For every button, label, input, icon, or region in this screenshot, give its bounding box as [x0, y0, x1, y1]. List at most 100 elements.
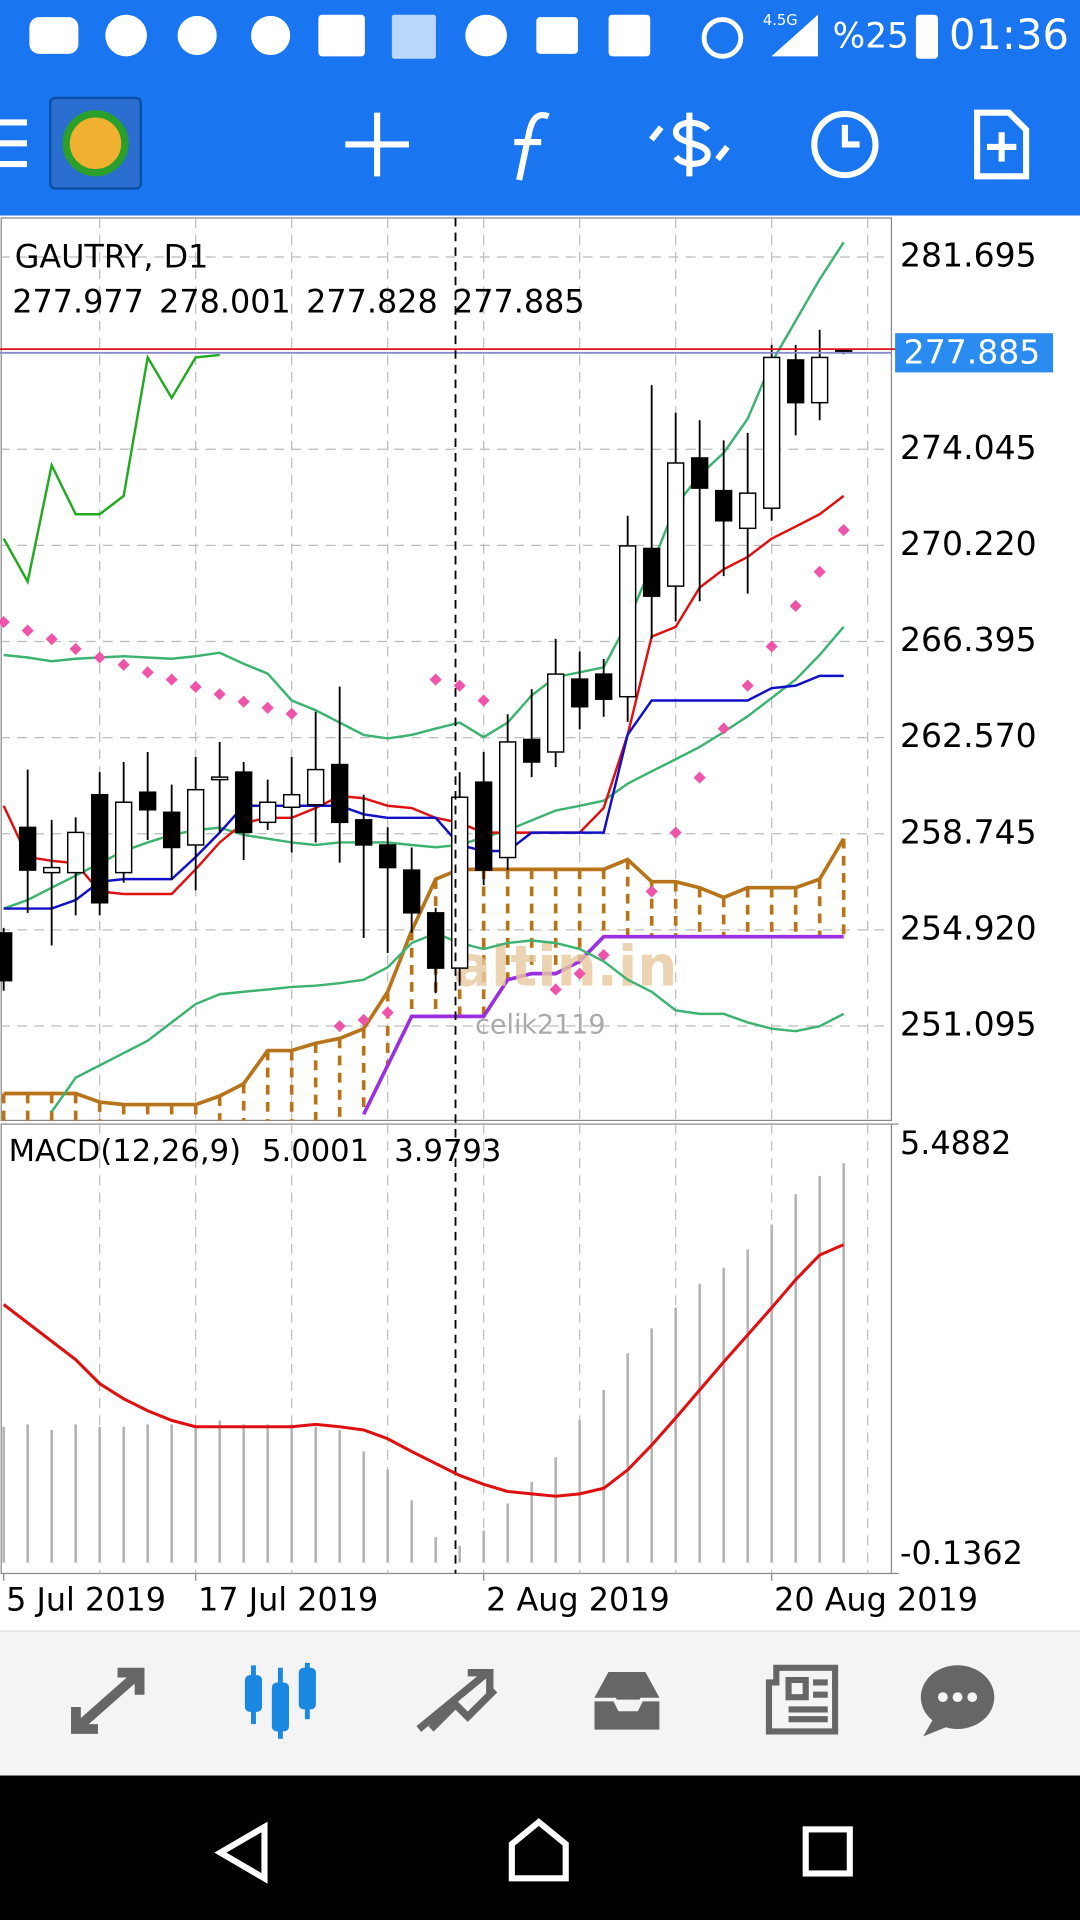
sar-dot	[189, 680, 202, 693]
watermark-user: celik2119	[475, 1010, 605, 1041]
back-button[interactable]	[214, 1821, 268, 1884]
indicator-line	[50, 931, 845, 1113]
candle-body	[138, 791, 157, 811]
sar-dot	[645, 885, 658, 898]
sar-dot	[117, 658, 130, 671]
candle-body	[570, 678, 589, 708]
new-order-button[interactable]	[974, 109, 1030, 180]
sar-dot	[213, 688, 226, 701]
sar-dot	[669, 826, 682, 839]
macd-tick-label: 5.4882	[900, 1124, 1011, 1162]
tab-bar	[0, 1631, 1080, 1776]
candle-body	[474, 781, 493, 871]
candle-body	[354, 819, 373, 846]
nav-buttons	[214, 1818, 853, 1884]
price-pane	[0, 217, 893, 1122]
y-tick-label: 274.045	[900, 428, 1037, 467]
candle-body	[18, 826, 37, 871]
chat-tab[interactable]	[920, 1665, 995, 1737]
menu[interactable]	[0, 119, 27, 168]
chart: 281.695 274.045 270.220 266.395 262.570 258.7…	[0, 217, 1054, 1619]
sar-dot	[477, 694, 490, 707]
x-tick-label: 5 Jul 2019	[6, 1581, 166, 1619]
trade-tab[interactable]	[416, 1668, 498, 1732]
macd-pane	[0, 1123, 893, 1575]
y-tick-label: 266.395	[900, 620, 1037, 659]
x-tick-label: 2 Aug 2019	[486, 1581, 670, 1619]
candle-body	[498, 741, 517, 859]
sar-dot	[381, 1006, 394, 1019]
candle-body	[258, 801, 277, 824]
candle-body	[282, 793, 301, 809]
indicator-line	[2, 494, 845, 896]
sar-dot	[237, 695, 250, 708]
sar-dot	[285, 707, 298, 720]
sar-dot	[693, 771, 706, 784]
sar-dot	[813, 565, 826, 578]
candle-body	[546, 673, 565, 753]
candle-body	[690, 457, 709, 489]
chart-tab[interactable]	[244, 1662, 316, 1739]
candle-body	[594, 673, 613, 700]
y-tick-label: 262.570	[900, 716, 1037, 755]
indicator-line	[2, 353, 220, 586]
clock: 01:36	[949, 10, 1069, 59]
period-button[interactable]	[811, 110, 879, 179]
sar-dot	[261, 701, 274, 714]
cloud-span-a	[3, 837, 846, 1107]
candle-body	[450, 796, 469, 969]
sar-dot	[453, 679, 466, 692]
ohlc-high: 278.001	[159, 283, 291, 321]
status-icons	[29, 14, 938, 59]
candle-body	[666, 462, 685, 587]
macd-signal-value: 3.9793	[394, 1134, 501, 1169]
candle-body	[378, 844, 397, 869]
candle-body	[66, 831, 85, 874]
sar-dot	[357, 1013, 370, 1026]
indicator-line	[3, 674, 844, 910]
sar-dot	[717, 722, 730, 735]
tabs	[71, 1662, 995, 1739]
sar-dot	[333, 1020, 346, 1033]
y-tick-label: 258.745	[900, 812, 1037, 851]
sar-dot	[45, 633, 58, 646]
sar-dot	[741, 679, 754, 692]
recents-button[interactable]	[802, 1826, 853, 1877]
history-tab[interactable]	[590, 1668, 664, 1734]
macd-name: MACD(12,26,9)	[9, 1134, 241, 1169]
sar-dot	[165, 673, 178, 686]
candle-body	[738, 492, 757, 530]
y-tick-label: 251.095	[900, 1005, 1037, 1044]
sar-dot	[21, 624, 34, 637]
quotes-tab[interactable]	[71, 1667, 145, 1734]
ohlc-open: 277.977	[12, 283, 144, 321]
candle-body	[0, 932, 13, 982]
ohlc-close: 277.885	[453, 283, 585, 321]
candle-body	[234, 771, 253, 834]
sar-dot	[141, 666, 154, 679]
candle-body	[522, 738, 541, 763]
nav-bar	[0, 1775, 1080, 1920]
home-button[interactable]	[508, 1818, 569, 1882]
crosshair-button[interactable]	[345, 112, 409, 177]
network: 4.5G	[763, 12, 798, 29]
sar-dot	[93, 651, 106, 664]
sar-dot	[837, 524, 850, 537]
sar-dot	[549, 983, 562, 996]
symbol: GAUTRY, D1	[15, 237, 209, 275]
trade-button[interactable]	[649, 112, 730, 177]
cloud-span-b	[362, 934, 844, 1116]
macd-tick-label: -0.1362	[900, 1534, 1023, 1572]
x-tick-label: 17 Jul 2019	[198, 1581, 378, 1619]
y-tick-label: 281.695	[900, 236, 1037, 275]
macd-value: 5.0001	[262, 1134, 369, 1169]
news-tab[interactable]	[765, 1664, 839, 1735]
indicators-button[interactable]	[514, 112, 550, 181]
candle-body	[762, 356, 781, 509]
candle-body	[42, 866, 61, 874]
toolbar-icons	[0, 96, 1030, 190]
candle-body	[810, 356, 829, 404]
ohlc-low: 277.828	[306, 283, 438, 321]
ohlc: 277.977 278.001 277.828 277.885	[12, 283, 584, 321]
indicator-line	[3, 626, 845, 910]
